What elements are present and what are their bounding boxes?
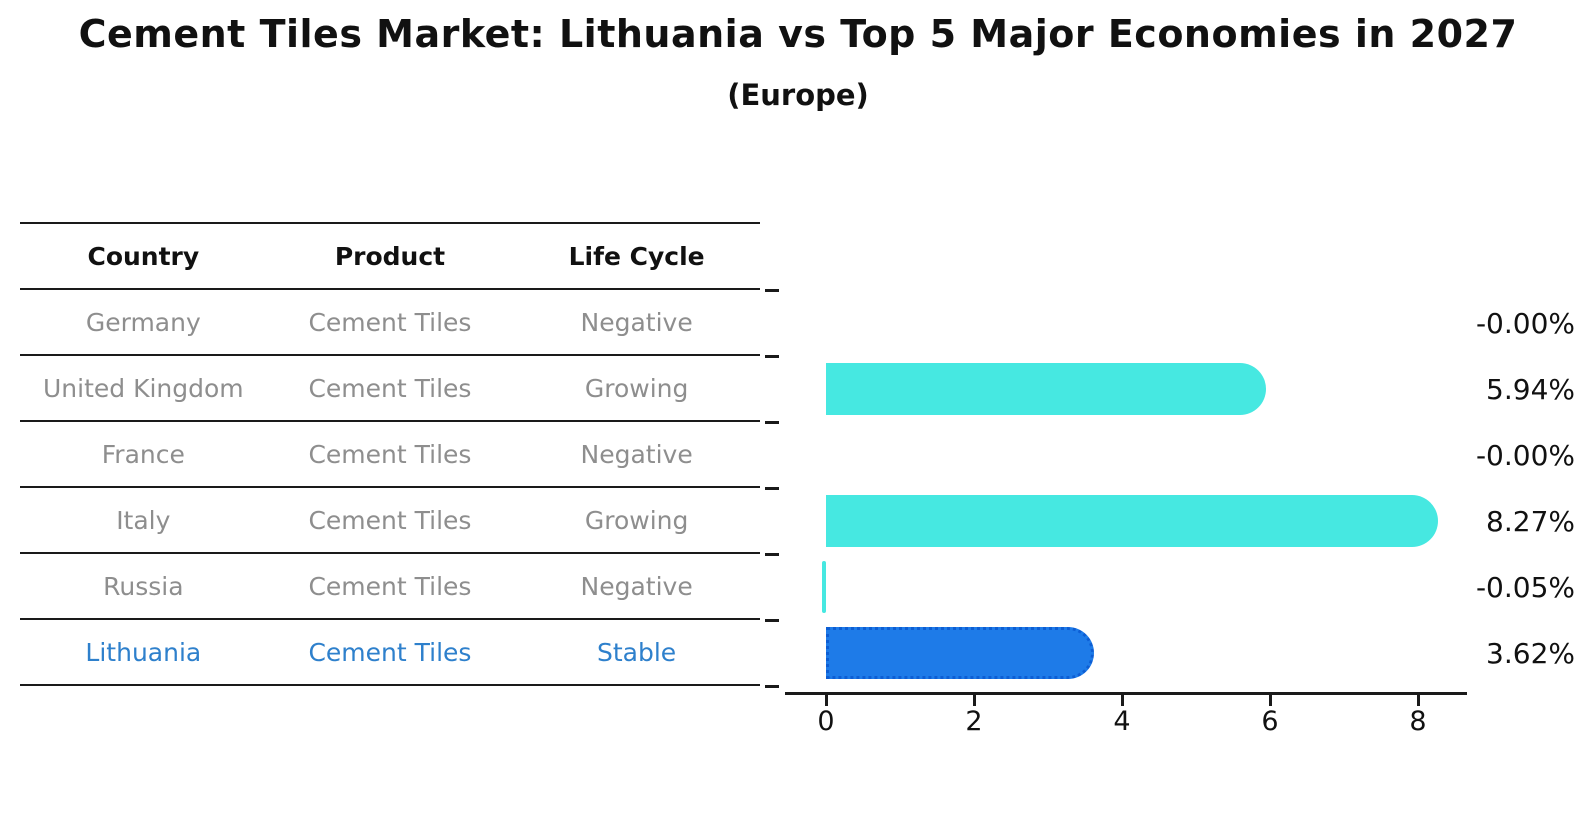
y-axis-tick: [765, 355, 779, 358]
bar-russia: [822, 561, 826, 613]
table-row: Germany Cement Tiles Negative: [20, 290, 760, 356]
y-axis-tick: [765, 685, 779, 688]
bar-row: 8.27%: [0, 488, 1596, 554]
x-axis-tick-label: 0: [817, 706, 835, 737]
cell-product: Cement Tiles: [308, 571, 472, 601]
x-axis-tick-label: 4: [1113, 706, 1131, 737]
y-axis-tick: [765, 487, 779, 490]
value-label: 3.62%: [1486, 636, 1575, 670]
y-axis-tick: [765, 421, 779, 424]
value-label: -0.00%: [1475, 306, 1575, 340]
cell-country: Italy: [116, 505, 171, 535]
cell-product: Cement Tiles: [308, 505, 472, 535]
bar-chart: -0.00% 5.94% -0.00% 8.27% -0.05% 3.62%: [0, 289, 1596, 688]
y-axis-tick: [765, 553, 779, 556]
x-axis-tick-label: 2: [965, 706, 983, 737]
x-axis-tick-label: 8: [1409, 706, 1427, 737]
x-axis-line: [785, 692, 1467, 695]
cell-country: France: [101, 439, 185, 469]
x-axis-tick-label: 6: [1261, 706, 1279, 737]
cell-country: Russia: [103, 571, 184, 601]
value-label: 8.27%: [1486, 504, 1575, 538]
column-header-country: Country: [87, 241, 200, 271]
table-row: Russia Cement Tiles Negative: [20, 554, 760, 620]
table-row: France Cement Tiles Negative: [20, 422, 760, 488]
value-label: -0.00%: [1475, 438, 1575, 472]
bar-united-kingdom: [826, 363, 1266, 415]
table-row-lithuania: Lithuania Cement Tiles Stable: [20, 620, 760, 686]
column-header-life-cycle: Life Cycle: [568, 241, 705, 271]
cell-country: Lithuania: [85, 637, 202, 667]
column-header-product: Product: [334, 241, 446, 271]
bar-italy: [826, 495, 1438, 547]
value-label: 5.94%: [1486, 372, 1575, 406]
bar-lithuania-highlight: [826, 627, 1094, 679]
cell-life-cycle: Growing: [584, 373, 689, 403]
x-axis-tick: [824, 695, 828, 706]
x-axis-tick: [972, 695, 976, 706]
cell-country: Germany: [85, 307, 201, 337]
cell-life-cycle: Stable: [597, 637, 677, 667]
cell-life-cycle: Growing: [584, 505, 689, 535]
table-row: United Kingdom Cement Tiles Growing: [20, 356, 760, 422]
x-axis-tick: [1416, 695, 1420, 706]
cell-life-cycle: Negative: [580, 571, 693, 601]
value-label: -0.05%: [1475, 570, 1575, 604]
country-table: Country Product Life Cycle Germany Cemen…: [20, 222, 760, 686]
page-title: Cement Tiles Market: Lithuania vs Top 5 …: [78, 12, 1518, 56]
cell-life-cycle: Negative: [580, 439, 693, 469]
table-header-row: Country Product Life Cycle: [20, 222, 760, 290]
x-axis-tick: [1120, 695, 1124, 706]
cell-product: Cement Tiles: [308, 439, 472, 469]
x-axis-tick: [1268, 695, 1272, 706]
table-row: Italy Cement Tiles Growing: [20, 488, 760, 554]
bar-row: 3.62%: [0, 620, 1596, 686]
cell-product: Cement Tiles: [308, 307, 472, 337]
bar-row: 5.94%: [0, 356, 1596, 422]
bar-row: -0.00%: [0, 422, 1596, 488]
page-subtitle: (Europe): [727, 78, 869, 112]
cell-country: United Kingdom: [42, 373, 244, 403]
y-axis-tick: [765, 289, 779, 292]
bar-row: -0.00%: [0, 290, 1596, 356]
cell-life-cycle: Negative: [580, 307, 693, 337]
y-axis-tick: [765, 619, 779, 622]
cell-product: Cement Tiles: [308, 373, 472, 403]
bar-row: -0.05%: [0, 554, 1596, 620]
cell-product: Cement Tiles: [308, 637, 472, 667]
